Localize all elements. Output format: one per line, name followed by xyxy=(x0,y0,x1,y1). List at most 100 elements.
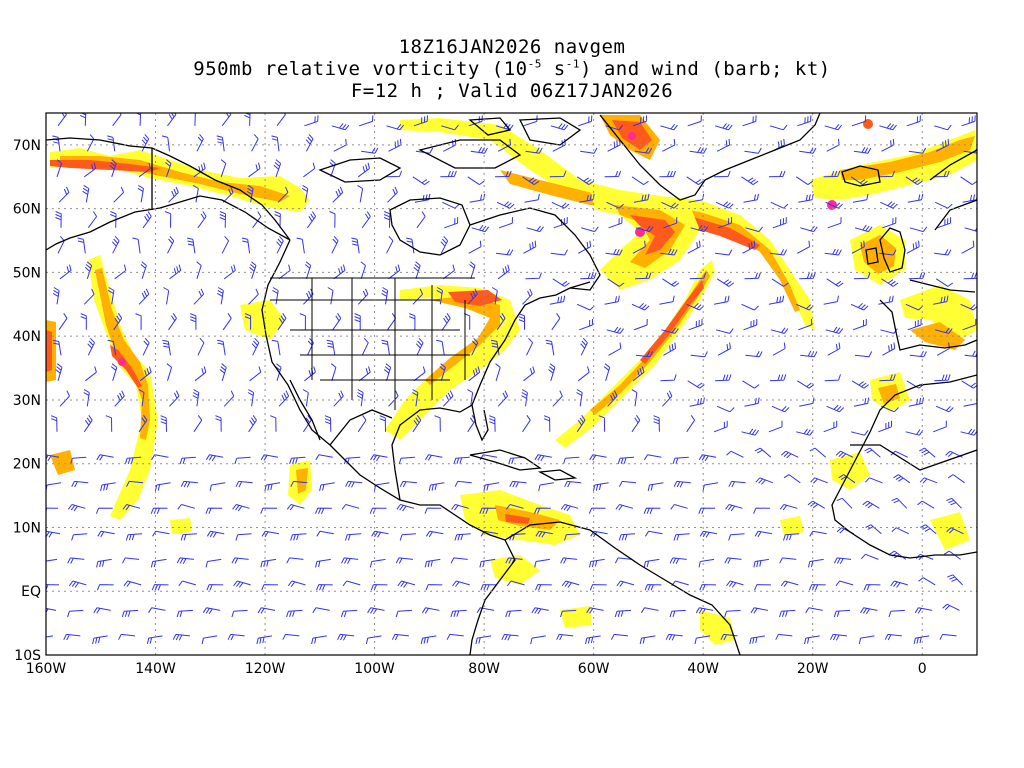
west-coast xyxy=(261,239,506,541)
wind-barb xyxy=(933,295,949,305)
wind-barb xyxy=(196,261,202,279)
wind-barb xyxy=(851,240,865,254)
iceland xyxy=(841,165,881,187)
wind-barb xyxy=(470,146,488,154)
wind-barb xyxy=(381,287,389,305)
wind-barb xyxy=(151,454,169,461)
wind-barb xyxy=(753,558,769,568)
wind-barb xyxy=(231,609,248,618)
wind-barb xyxy=(299,313,306,330)
wind-barb xyxy=(150,507,168,514)
wind-barb xyxy=(669,557,687,565)
wind-barb xyxy=(720,633,738,641)
wind-barb xyxy=(501,633,519,641)
wind-barbs xyxy=(46,113,977,645)
wind-barb xyxy=(260,558,277,568)
wind-barb xyxy=(690,351,708,358)
wind-barb xyxy=(495,123,514,131)
wind-barb xyxy=(799,397,815,407)
wind-barb xyxy=(186,237,196,254)
wind-barb xyxy=(177,504,196,510)
wind-barb xyxy=(632,366,645,382)
wind-barb xyxy=(535,530,553,538)
wind-barb xyxy=(271,135,280,152)
wind-barb xyxy=(272,287,279,305)
wind-barb xyxy=(884,633,902,641)
wind-barb xyxy=(46,607,57,614)
wind-barb xyxy=(278,264,291,280)
wind-barb xyxy=(244,313,252,330)
wind-barb xyxy=(152,530,170,537)
wind-barb xyxy=(440,235,449,254)
wind-barb xyxy=(891,497,908,509)
longitude-labels: 160W 140W 120W 100W 80W 60W 40W 20W 0 xyxy=(26,661,927,677)
wind-barb xyxy=(286,504,305,511)
wind-barb xyxy=(906,240,920,254)
wind-barb xyxy=(824,123,843,131)
wind-barb xyxy=(743,193,759,203)
wind-barb xyxy=(324,415,332,432)
wind-barb xyxy=(673,480,691,488)
wind-barb xyxy=(861,553,879,560)
wind-barb xyxy=(715,201,734,209)
wind-barb xyxy=(741,428,760,436)
wind-barb xyxy=(934,249,952,256)
wind-barb xyxy=(316,530,334,537)
wind-barb xyxy=(63,633,81,641)
wind-barb xyxy=(907,193,924,203)
wind-barb xyxy=(205,454,224,462)
wind-barb xyxy=(406,237,415,254)
wind-barb xyxy=(163,287,170,305)
wind-barb xyxy=(107,135,116,152)
wind-barb xyxy=(496,249,514,256)
wind-barb xyxy=(755,477,774,485)
wind-barb xyxy=(304,366,316,382)
wind-barb xyxy=(264,482,281,492)
wind-barb xyxy=(889,550,907,560)
wind-barb xyxy=(908,397,924,407)
wind-barb xyxy=(522,176,540,186)
wind-barb xyxy=(95,507,113,514)
wind-barb xyxy=(329,211,336,228)
wind-barb xyxy=(367,607,385,615)
wind-barb xyxy=(563,456,580,465)
wind-barb xyxy=(660,248,678,256)
wind-barb xyxy=(634,147,653,154)
wind-barb xyxy=(749,635,765,645)
wind-barb xyxy=(907,318,922,331)
wind-barb xyxy=(797,240,811,254)
wind-barb xyxy=(754,530,772,538)
wind-barb xyxy=(771,405,790,413)
wind-barb xyxy=(248,415,257,433)
wind-barb xyxy=(850,302,869,311)
wind-barb xyxy=(826,404,845,413)
wind-barb xyxy=(639,635,656,645)
wind-barb xyxy=(560,557,578,564)
wind-barb xyxy=(523,240,537,254)
wind-barb xyxy=(109,159,117,177)
wind-barb xyxy=(530,635,546,645)
wind-barb xyxy=(247,389,255,407)
wind-barb xyxy=(825,201,843,209)
wind-barb xyxy=(140,261,147,279)
wind-barb xyxy=(779,609,796,618)
wind-barb xyxy=(167,235,175,254)
wind-barb xyxy=(881,278,899,287)
wind-barb xyxy=(496,313,506,331)
wind-barb xyxy=(632,240,646,254)
wind-barb xyxy=(576,303,595,311)
wind-barb xyxy=(475,635,492,645)
wind-barb xyxy=(193,415,203,433)
wind-barb xyxy=(549,170,567,178)
wind-barb xyxy=(742,380,760,389)
wind-barb xyxy=(779,557,797,564)
wind-barb xyxy=(197,211,207,229)
wind-barb xyxy=(413,115,428,127)
wind-barb xyxy=(947,474,965,484)
wind-barb xyxy=(315,558,331,568)
wind-barb xyxy=(490,339,500,356)
wind-barb xyxy=(331,235,339,254)
wind-barb xyxy=(508,456,525,465)
wind-barb xyxy=(479,558,496,568)
wind-barb xyxy=(606,201,624,209)
